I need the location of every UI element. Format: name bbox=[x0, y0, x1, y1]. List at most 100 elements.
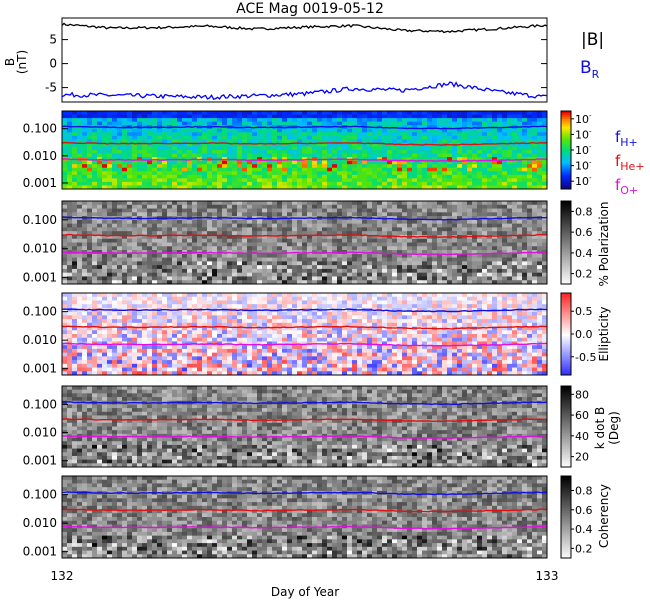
heatmap-cell bbox=[197, 146, 203, 151]
heatmap-cell bbox=[442, 157, 448, 162]
heatmap-cell bbox=[382, 238, 388, 243]
heatmap-cell bbox=[212, 142, 218, 147]
heatmap-cell bbox=[242, 242, 248, 247]
heatmap-cell bbox=[512, 227, 518, 232]
heatmap-cell bbox=[67, 280, 73, 285]
heatmap-cell bbox=[522, 150, 528, 154]
heatmap-cell bbox=[347, 118, 353, 123]
heatmap-cell bbox=[137, 360, 143, 365]
heatmap-cell bbox=[122, 111, 128, 115]
heatmap-cell bbox=[317, 223, 323, 228]
heatmap-cell bbox=[147, 367, 153, 372]
heatmap-cell bbox=[197, 223, 203, 228]
heatmap-cell bbox=[167, 326, 173, 331]
heatmap-cell bbox=[392, 242, 398, 247]
heatmap-cell bbox=[182, 253, 188, 258]
heatmap-cell bbox=[127, 114, 133, 119]
heatmap-cell bbox=[242, 167, 248, 172]
heatmap-cell bbox=[437, 208, 443, 213]
heatmap-cell bbox=[127, 135, 133, 140]
heatmap-cell bbox=[412, 242, 418, 247]
heatmap-cell bbox=[362, 223, 368, 228]
heatmap-cell bbox=[112, 139, 118, 144]
heatmap-cell bbox=[162, 164, 168, 169]
heatmap-cell bbox=[517, 118, 523, 123]
heatmap-cell bbox=[182, 371, 188, 376]
heatmap-cell bbox=[197, 234, 203, 240]
heatmap-cell bbox=[472, 212, 478, 217]
heatmap-cell bbox=[132, 185, 138, 190]
heatmap-cell bbox=[92, 296, 98, 301]
heatmap-cell bbox=[307, 121, 313, 126]
heatmap-cell bbox=[467, 204, 473, 209]
heatmap-cell bbox=[402, 153, 408, 158]
heatmap-cell bbox=[67, 150, 73, 154]
heatmap-cell bbox=[367, 118, 373, 123]
heatmap-cell bbox=[402, 174, 408, 179]
heatmap-cell bbox=[437, 150, 443, 154]
heatmap-cell bbox=[462, 276, 468, 281]
heatmap-cell bbox=[107, 223, 113, 228]
heatmap-cell bbox=[477, 135, 483, 140]
heatmap-cell bbox=[412, 185, 418, 190]
heatmap-cell bbox=[407, 261, 413, 266]
heatmap-cell bbox=[97, 212, 103, 217]
heatmap-cell bbox=[162, 132, 168, 137]
heatmap-cell bbox=[282, 204, 288, 209]
heatmap-cell bbox=[377, 128, 383, 133]
heatmap-cell bbox=[77, 160, 83, 165]
heatmap-cell bbox=[307, 276, 313, 281]
heatmap-cell bbox=[72, 345, 78, 350]
heatmap-cell bbox=[162, 121, 168, 126]
heatmap-cell bbox=[287, 223, 293, 228]
heatmap-cell bbox=[537, 219, 543, 225]
heatmap-cell bbox=[162, 181, 168, 186]
heatmap-cell bbox=[352, 164, 358, 169]
heatmap-cell bbox=[387, 128, 393, 133]
heatmap-cell bbox=[497, 242, 503, 247]
heatmap-cell bbox=[167, 337, 173, 342]
colorbar-tick-label: 10- bbox=[575, 127, 592, 141]
heatmap-cell bbox=[212, 276, 218, 281]
heatmap-cell bbox=[212, 272, 218, 277]
heatmap-cell bbox=[302, 178, 308, 183]
heatmap-cell bbox=[157, 223, 163, 228]
heatmap-cell bbox=[127, 132, 133, 137]
heatmap-cell bbox=[272, 234, 278, 240]
heatmap-cell bbox=[297, 111, 303, 115]
heatmap-cell bbox=[187, 204, 193, 209]
heatmap-cell bbox=[487, 121, 493, 126]
heatmap-cell bbox=[537, 208, 543, 213]
heatmap-cell bbox=[517, 167, 523, 172]
heatmap-cell bbox=[187, 208, 193, 213]
heatmap-cell bbox=[162, 268, 168, 274]
heatmap-cell bbox=[82, 234, 88, 240]
heatmap-cell bbox=[142, 178, 148, 183]
heatmap-cell bbox=[107, 326, 113, 331]
heatmap-cell bbox=[142, 272, 148, 277]
heatmap-cell bbox=[457, 139, 463, 144]
heatmap-cell bbox=[517, 212, 523, 217]
heatmap-cell bbox=[322, 118, 328, 123]
heatmap-cell bbox=[62, 348, 68, 354]
heatmap-cell bbox=[172, 334, 178, 339]
heatmap-cell bbox=[147, 219, 153, 225]
heatmap-cell bbox=[127, 167, 133, 172]
heatmap-cell bbox=[357, 261, 363, 266]
heatmap-cell bbox=[162, 348, 168, 354]
heatmap-cell bbox=[197, 139, 203, 144]
heatmap-cell bbox=[97, 300, 103, 305]
heatmap-cell bbox=[172, 234, 178, 240]
heatmap-cell bbox=[432, 132, 438, 137]
heatmap-cell bbox=[382, 181, 388, 186]
heatmap-cell bbox=[312, 146, 318, 151]
heatmap-cell bbox=[297, 174, 303, 179]
heatmap-cell bbox=[177, 114, 183, 119]
heatmap-cell bbox=[282, 242, 288, 247]
heatmap-cell bbox=[212, 118, 218, 123]
heatmap-cell bbox=[177, 146, 183, 151]
heatmap-cell bbox=[457, 272, 463, 277]
heatmap-cell bbox=[262, 181, 268, 186]
heatmap-cell bbox=[177, 167, 183, 172]
heatmap-cell bbox=[157, 272, 163, 277]
